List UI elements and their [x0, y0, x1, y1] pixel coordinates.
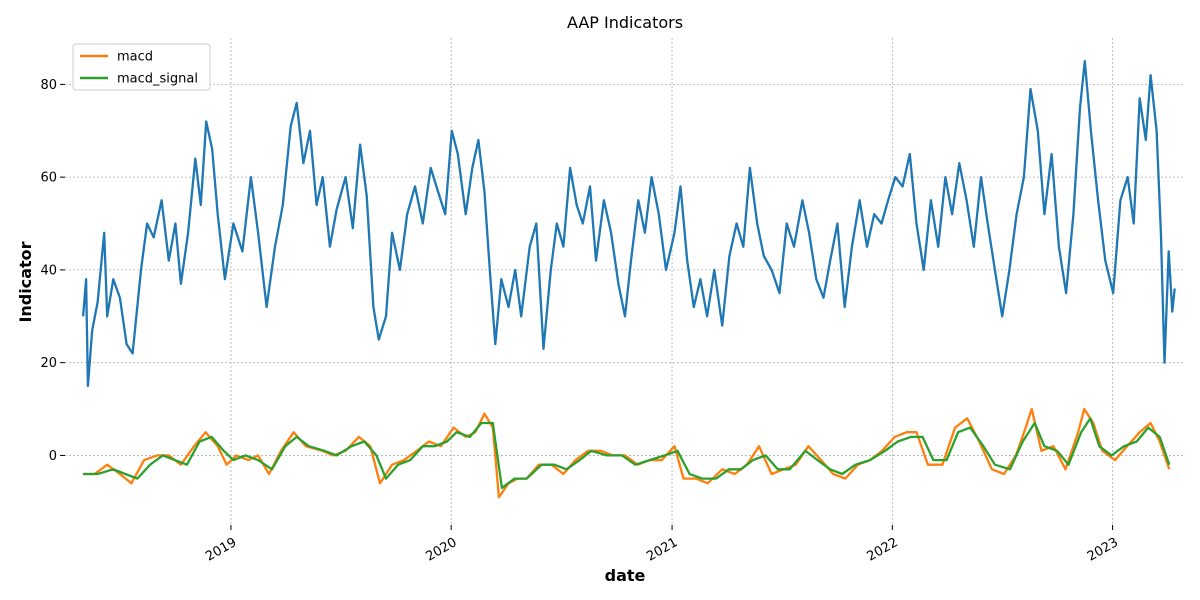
x-tick-label: 2020: [423, 535, 459, 565]
y-tick-label: 80: [40, 78, 57, 93]
y-tick-label: 20: [40, 356, 57, 371]
y-tick-label: 40: [40, 263, 57, 278]
series-line-macd: [83, 407, 1171, 499]
x-tick-label: 2019: [203, 535, 239, 565]
legend: macd macd_signal: [72, 43, 211, 91]
x-axis-label: date: [605, 566, 646, 585]
legend-label: macd: [117, 50, 153, 65]
series-lines: [81, 60, 1176, 499]
y-axis-label: Indicator: [16, 241, 35, 322]
x-tick-label: 2023: [1085, 535, 1121, 565]
x-tick-label: 2022: [865, 535, 901, 565]
grid: [65, 38, 1185, 525]
x-axis-ticks: 2019 2020 2021 2022 2023: [203, 525, 1121, 565]
y-tick-label: 60: [40, 171, 57, 186]
y-tick-label: 0: [49, 449, 57, 464]
x-tick-label: 2021: [644, 535, 680, 565]
series-line-value: [81, 60, 1176, 388]
legend-label: macd_signal: [117, 72, 198, 87]
series-line-macd_signal: [83, 417, 1171, 490]
y-axis-ticks: 0 20 40 60 80: [40, 78, 65, 464]
chart-title: AAP Indicators: [567, 13, 683, 32]
